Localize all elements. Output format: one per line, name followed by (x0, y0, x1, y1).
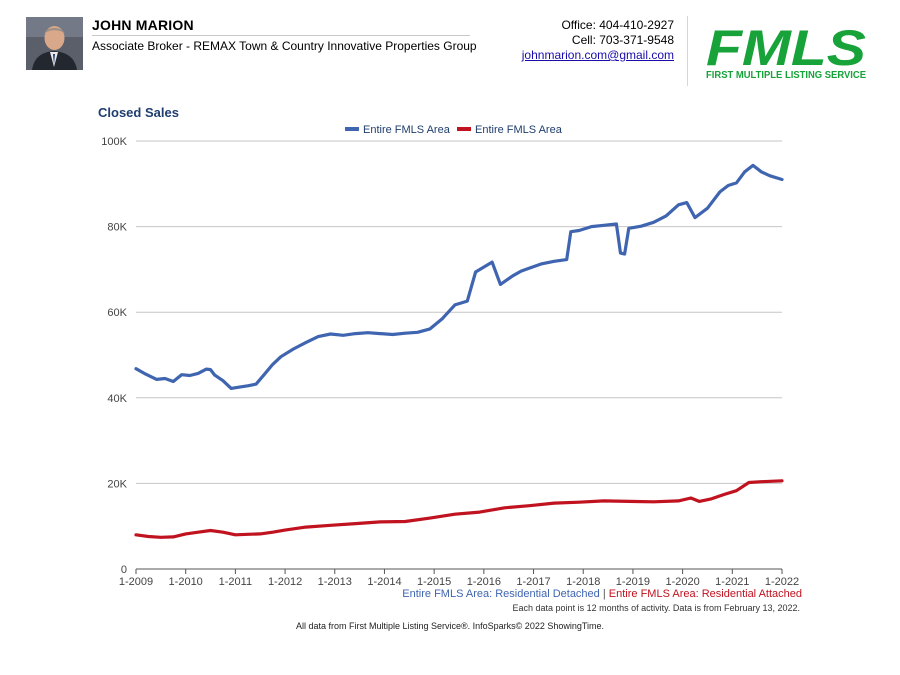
office-phone: Office: 404-410-2927 (561, 18, 674, 32)
y-tick-label: 60K (107, 307, 127, 319)
legend-label: Entire FMLS Area (363, 124, 451, 136)
cell-phone: Cell: 703-371-9548 (571, 33, 674, 47)
y-tick-label: 100K (101, 136, 127, 148)
y-tick-label: 0 (121, 564, 127, 576)
x-tick-label: 1-2019 (616, 576, 650, 588)
x-tick-label: 1-2017 (516, 576, 550, 588)
x-tick-label: 1-2018 (566, 576, 600, 588)
fmls-logo: FMLS FIRST MULTIPLE LISTING SERVICE (704, 20, 872, 82)
series-line-residential-attached (134, 479, 784, 539)
logo-subtitle: FIRST MULTIPLE LISTING SERVICE (706, 70, 866, 81)
x-tick-label: 1-2015 (417, 576, 451, 588)
y-tick-label: 20K (107, 478, 127, 490)
chart-title: Closed Sales (98, 105, 179, 120)
x-tick-label: 1-2021 (715, 576, 749, 588)
closed-sales-chart: 0 20K 40K 60K 80K 100K 1-2009 1-2010 1-2011 1-201… (101, 124, 799, 588)
x-tick-label: 1-2011 (219, 576, 252, 588)
y-tick-label: 40K (107, 393, 127, 405)
x-tick-label: 1-2014 (367, 576, 401, 588)
series-caption: Entire FMLS Area: Residential Detached |… (402, 588, 802, 600)
series-line-residential-detached (134, 163, 784, 390)
series-caption-detached: Entire FMLS Area: Residential Detached (402, 588, 600, 600)
credit-line: All data from First Multiple Listing Ser… (295, 621, 605, 631)
data-note: Each data point is 12 months of activity… (512, 603, 800, 613)
x-tick-label: 1-2016 (467, 576, 501, 588)
logo-wordmark: FMLS (706, 22, 866, 76)
agent-name: JOHN MARION (92, 17, 194, 33)
legend-label: Entire FMLS Area (475, 124, 563, 136)
name-divider (92, 35, 470, 36)
header-divider (687, 16, 688, 86)
contact-block: Office: 404-410-2927 Cell: 703-371-9548 … (522, 18, 674, 63)
x-tick-label: 1-2013 (318, 576, 352, 588)
x-tick-label: 1-2010 (169, 576, 203, 588)
agent-photo (26, 17, 83, 70)
x-tick-label: 1-2012 (268, 576, 302, 588)
x-tick-label: 1-2020 (665, 576, 699, 588)
email-link[interactable]: johnmarion.com@gmail.com (521, 48, 674, 62)
series-caption-attached: Entire FMLS Area: Residential Attached (608, 588, 802, 600)
x-tick-label: 1-2009 (119, 576, 153, 588)
y-tick-label: 80K (107, 222, 127, 234)
agent-title: Associate Broker - REMAX Town & Country … (92, 39, 477, 53)
x-tick-label: 1-2022 (765, 576, 799, 588)
series-caption-separator: | (602, 588, 606, 600)
